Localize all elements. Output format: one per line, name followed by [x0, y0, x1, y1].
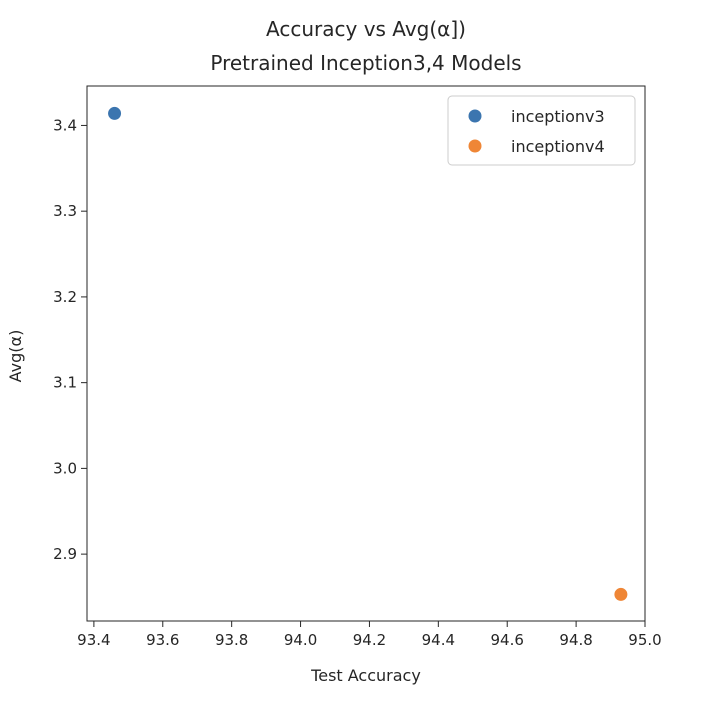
data-point-inceptionv3	[108, 106, 122, 120]
x-tick-label: 94.4	[422, 631, 455, 649]
chart-title-line2: Pretrained Inception3,4 Models	[210, 51, 521, 75]
legend-box	[447, 95, 636, 166]
legend-label-inceptionv4: inceptionv4	[511, 137, 605, 156]
plot-frame	[86, 85, 646, 622]
x-tick-label: 93.6	[146, 631, 179, 649]
plot-area: 93.4 93.6 93.8 94.0 94.2 94.4 94.6 94.8 95.0 2.9 3…	[53, 85, 662, 649]
legend-label-inceptionv3: inceptionv3	[511, 107, 605, 126]
data-point-inceptionv4	[614, 587, 628, 601]
y-tick-label: 3.0	[53, 459, 77, 477]
x-axis-label: Test Accuracy	[310, 666, 421, 685]
x-tick-label: 95.0	[628, 631, 661, 649]
legend: inceptionv3 inceptionv4	[447, 95, 636, 166]
x-tick-label: 93.4	[77, 631, 110, 649]
y-tick-label: 3.1	[53, 374, 77, 392]
x-tick-label: 94.8	[559, 631, 592, 649]
y-axis-label: Avg(α)	[6, 330, 25, 383]
y-tick-label: 3.2	[53, 288, 77, 306]
y-tick-label: 3.4	[53, 116, 77, 134]
y-tick-label: 3.3	[53, 202, 77, 220]
x-tick-label: 94.0	[284, 631, 317, 649]
x-tick-label: 94.2	[353, 631, 386, 649]
legend-marker-inceptionv4	[468, 139, 482, 153]
x-tick-label: 93.8	[215, 631, 248, 649]
chart-title-line1: Accuracy vs Avg(α])	[266, 17, 466, 41]
legend-marker-inceptionv3	[468, 109, 482, 123]
x-tick-label: 94.6	[491, 631, 524, 649]
y-tick-label: 2.9	[53, 545, 77, 563]
